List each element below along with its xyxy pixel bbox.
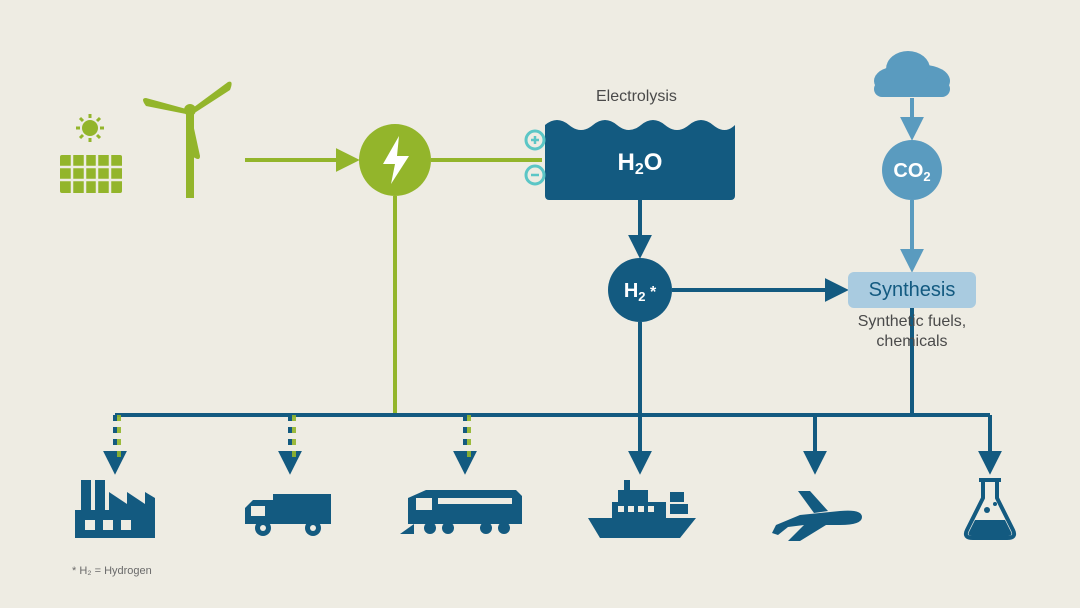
h2-node: H2 * xyxy=(608,258,672,322)
truck-icon xyxy=(245,494,331,536)
flask-icon xyxy=(966,480,1014,538)
electrolysis-node: H2O xyxy=(526,115,735,200)
wind-turbine-icon xyxy=(143,82,232,198)
synthesis-subtitle: Synthetic fuels, chemicals xyxy=(842,312,982,352)
footnote: * H₂ = Hydrogen xyxy=(72,565,152,577)
ship-icon xyxy=(588,480,696,538)
synthesis-node: Synthesis xyxy=(848,272,976,308)
electrolysis-title: Electrolysis xyxy=(596,88,677,106)
svg-text:Synthesis: Synthesis xyxy=(869,279,956,301)
diagram-svg: H2O CO2 H2 * Synthesis xyxy=(0,0,1080,608)
co2-node: CO2 xyxy=(882,140,942,200)
sun-icon xyxy=(76,114,104,142)
train-icon xyxy=(400,490,522,534)
cloud-icon xyxy=(874,51,950,97)
airplane-icon xyxy=(772,491,862,541)
solar-panel-icon xyxy=(60,155,122,193)
factory-icon xyxy=(75,480,155,538)
power-node xyxy=(359,124,431,196)
